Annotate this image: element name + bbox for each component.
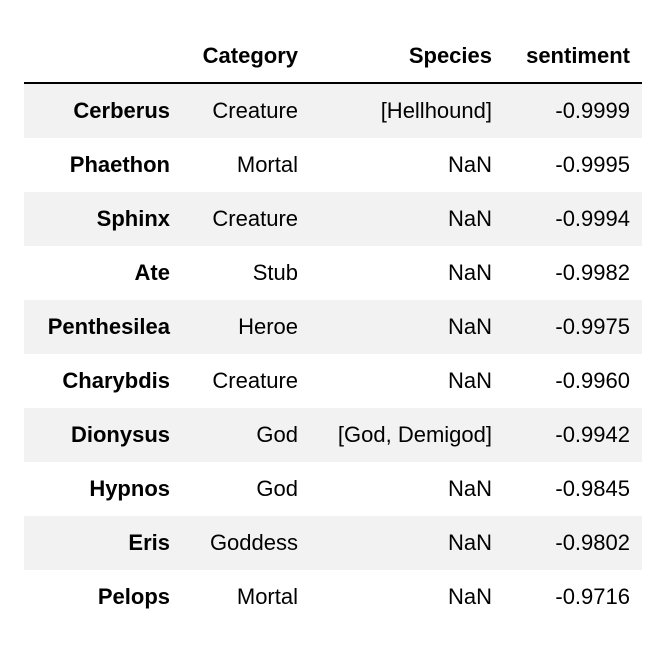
species-cell: NaN: [447, 206, 492, 231]
category-cell: Creature: [212, 98, 298, 123]
index-header: [24, 30, 182, 84]
row-index: Ate: [134, 260, 170, 285]
category-cell: God: [256, 476, 298, 501]
dataframe-table-container: Category Species sentiment Cerberus Crea…: [24, 30, 642, 624]
sentiment-cell: -0.9975: [555, 314, 630, 339]
table-header: Category Species sentiment: [24, 30, 642, 84]
species-cell: NaN: [447, 530, 492, 555]
category-cell: Heroe: [238, 314, 298, 339]
sentiment-cell: -0.9716: [555, 584, 630, 609]
row-index: Dionysus: [70, 422, 170, 447]
dataframe-table: Category Species sentiment Cerberus Crea…: [24, 30, 642, 624]
sentiment-cell: -0.9999: [555, 98, 630, 123]
category-cell: Mortal: [236, 584, 298, 609]
table-row: Sphinx Creature NaN -0.9994: [24, 192, 642, 246]
row-index: Penthesilea: [47, 314, 170, 339]
sentiment-cell: -0.9845: [555, 476, 630, 501]
table-body: Cerberus Creature [Hellhound] -0.9999 Ph…: [24, 83, 642, 624]
species-cell: NaN: [447, 584, 492, 609]
row-index: Eris: [128, 530, 170, 555]
row-index: Charybdis: [62, 368, 170, 393]
species-cell: [God, Demigod]: [337, 422, 492, 447]
sentiment-header: sentiment: [504, 30, 642, 84]
row-index: Phaethon: [69, 152, 170, 177]
table-row: Penthesilea Heroe NaN -0.9975: [24, 300, 642, 354]
row-index: Pelops: [97, 584, 170, 609]
category-cell: Creature: [212, 368, 298, 393]
header-row: Category Species sentiment: [24, 30, 642, 84]
table-row: Hypnos God NaN -0.9845: [24, 462, 642, 516]
row-index: Hypnos: [89, 476, 170, 501]
table-row: Cerberus Creature [Hellhound] -0.9999: [24, 83, 642, 138]
sentiment-cell: -0.9960: [555, 368, 630, 393]
sentiment-cell: -0.9942: [555, 422, 630, 447]
category-cell: Stub: [252, 260, 298, 285]
category-cell: Goddess: [209, 530, 298, 555]
category-cell: God: [256, 422, 298, 447]
table-row: Eris Goddess NaN -0.9802: [24, 516, 642, 570]
row-index: Cerberus: [73, 98, 170, 123]
sentiment-cell: -0.9994: [555, 206, 630, 231]
species-cell: NaN: [447, 260, 492, 285]
species-cell: NaN: [447, 152, 492, 177]
table-row: Charybdis Creature NaN -0.9960: [24, 354, 642, 408]
category-header: Category: [182, 30, 310, 84]
row-index: Sphinx: [96, 206, 170, 231]
species-cell: [Hellhound]: [380, 98, 492, 123]
table-row: Phaethon Mortal NaN -0.9995: [24, 138, 642, 192]
sentiment-cell: -0.9802: [555, 530, 630, 555]
species-header: Species: [310, 30, 504, 84]
category-cell: Mortal: [236, 152, 298, 177]
table-row: Dionysus God [God, Demigod] -0.9942: [24, 408, 642, 462]
table-row: Ate Stub NaN -0.9982: [24, 246, 642, 300]
table-row: Pelops Mortal NaN -0.9716: [24, 570, 642, 624]
sentiment-cell: -0.9995: [555, 152, 630, 177]
species-cell: NaN: [447, 314, 492, 339]
species-cell: NaN: [447, 368, 492, 393]
category-cell: Creature: [212, 206, 298, 231]
sentiment-cell: -0.9982: [555, 260, 630, 285]
species-cell: NaN: [447, 476, 492, 501]
